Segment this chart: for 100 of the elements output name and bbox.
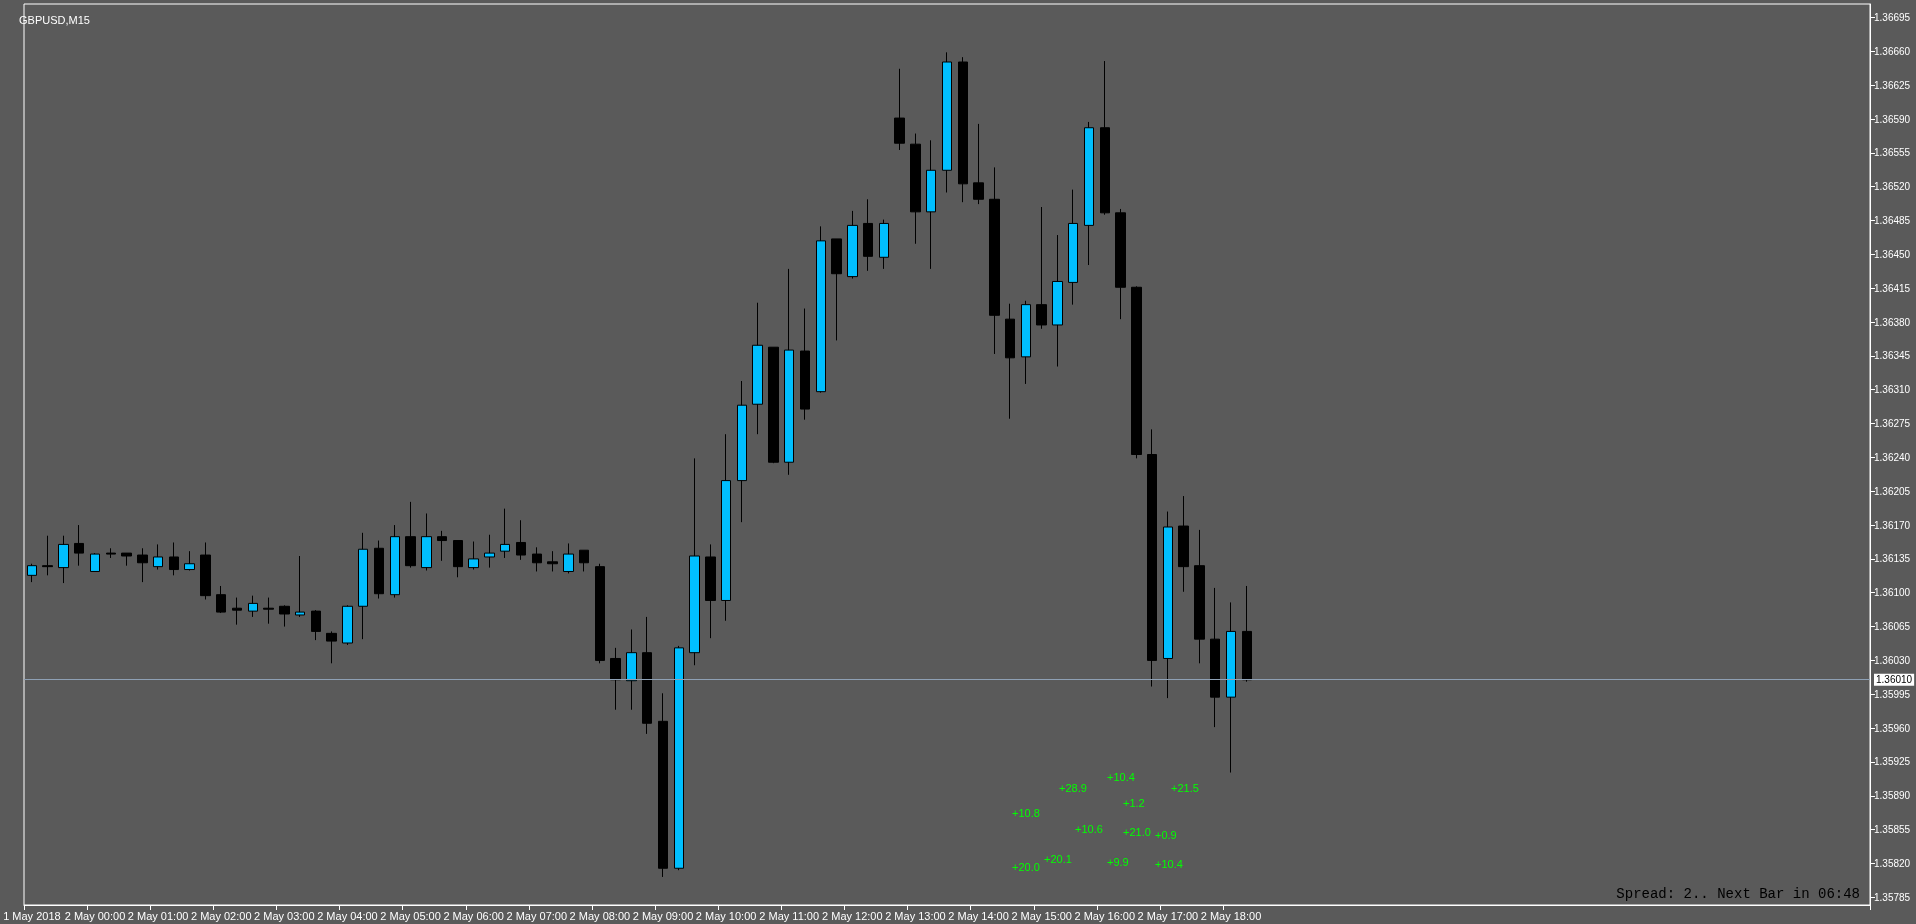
candlestick xyxy=(1178,495,1189,593)
y-tick-label: 1.36555 xyxy=(1874,147,1911,159)
candlestick xyxy=(579,549,589,572)
candlestick xyxy=(1242,585,1252,683)
candlestick xyxy=(642,616,652,735)
candlestick xyxy=(563,542,574,574)
y-tick-label: 1.35890 xyxy=(1874,790,1911,802)
candlestick xyxy=(500,508,510,559)
candlestick xyxy=(279,604,290,628)
candlestick xyxy=(184,550,195,572)
annotation: +10.6 xyxy=(1075,822,1103,835)
x-tick-label: 2 May 13:00 xyxy=(885,909,946,922)
y-tick-label: 1.35820 xyxy=(1874,857,1911,869)
candlestick xyxy=(216,585,226,614)
candlestick xyxy=(1036,206,1047,330)
candlestick xyxy=(595,563,605,664)
candlestick xyxy=(1052,234,1063,368)
candlestick xyxy=(58,535,69,584)
y-tick-label: 1.36485 xyxy=(1874,215,1911,227)
candlestick xyxy=(1147,428,1157,688)
candlestick xyxy=(752,302,763,435)
y-tick-label: 1.35995 xyxy=(1874,688,1911,700)
candlestick xyxy=(248,595,258,618)
candlestick xyxy=(1084,121,1094,266)
x-tick-label: 2 May 06:00 xyxy=(443,909,504,922)
x-tick-label: 2 May 11:00 xyxy=(759,909,820,922)
y-tick-label: 1.36240 xyxy=(1874,451,1911,463)
candlestick xyxy=(705,543,716,639)
candlestick xyxy=(784,268,794,476)
candlestick xyxy=(169,541,179,576)
text: GBPUSD,M15 xyxy=(19,13,90,26)
candlestick xyxy=(42,535,53,576)
x-tick-label: 2 May 10:00 xyxy=(695,909,757,922)
candlestick xyxy=(532,546,542,572)
y-tick-label: 1.36310 xyxy=(1874,384,1911,396)
candlestick xyxy=(374,540,384,600)
y-tick-label: 1.36660 xyxy=(1874,45,1911,57)
candlestick xyxy=(311,609,321,641)
y-tick-label: 1.36695 xyxy=(1874,12,1911,24)
y-tick-label: 1.36170 xyxy=(1874,519,1911,531)
candlestick xyxy=(342,604,353,646)
x-tick-label: 2 May 08:00 xyxy=(569,909,631,922)
candlestick xyxy=(516,519,526,561)
y-tick-label: 1.36415 xyxy=(1874,282,1911,294)
annotation: +20.0 xyxy=(1012,860,1040,873)
candlestick xyxy=(200,541,211,601)
candlestick xyxy=(74,524,84,567)
candlestick xyxy=(1194,529,1205,664)
x-tick-label: 2 May 15:00 xyxy=(1011,909,1072,922)
x-tick-label: 2 May 14:00 xyxy=(948,909,1009,922)
ref-line-label: 1.36010 xyxy=(1876,674,1913,686)
x-tick-label: 2 May 05:00 xyxy=(380,909,441,922)
candlestick xyxy=(1068,189,1078,306)
annotation: +9.9 xyxy=(1107,855,1129,868)
candlestick xyxy=(295,555,305,618)
candlestick xyxy=(800,308,810,421)
candlestick xyxy=(1210,587,1220,728)
x-tick-label: 2 May 07:00 xyxy=(506,909,568,922)
candlestick xyxy=(1115,208,1126,320)
candlestick xyxy=(626,628,637,711)
annotation: +28.9 xyxy=(1059,781,1087,794)
candlestick xyxy=(1005,303,1015,420)
candlestick xyxy=(1226,601,1236,774)
candlestick xyxy=(989,166,1000,355)
y-tick-label: 1.36345 xyxy=(1874,350,1911,362)
y-tick-label: 1.36625 xyxy=(1874,79,1911,91)
candlestick xyxy=(153,543,163,571)
y-tick-label: 1.36450 xyxy=(1874,248,1911,260)
x-tick-label: 2 May 00:00 xyxy=(64,909,126,922)
annotation: +10.8 xyxy=(1012,806,1040,819)
candlestick xyxy=(894,68,905,151)
y-tick-label: 1.36520 xyxy=(1874,181,1911,193)
candlestick xyxy=(831,238,842,341)
x-tick-label: 2 May 12:00 xyxy=(822,909,883,922)
candlestick xyxy=(1100,60,1110,216)
x-tick-label: 2 May 01:00 xyxy=(127,909,189,922)
candlestick xyxy=(721,433,731,622)
y-tick-label: 1.36065 xyxy=(1874,621,1911,633)
candlestick xyxy=(437,530,447,562)
x-tick-label: 2 May 02:00 xyxy=(190,909,252,922)
x-tick-label: 2 May 17:00 xyxy=(1137,909,1199,922)
candlestick xyxy=(674,645,684,871)
candlestick xyxy=(1021,300,1031,385)
candlestick xyxy=(484,534,495,569)
candlestick xyxy=(942,51,952,194)
candlestick xyxy=(973,123,984,205)
y-tick-label: 1.36590 xyxy=(1874,113,1911,125)
candlestick xyxy=(453,540,463,578)
candlestick xyxy=(137,547,148,583)
candlestick xyxy=(232,597,242,626)
y-tick-label: 1.36275 xyxy=(1874,418,1911,430)
y-tick-label: 1.35785 xyxy=(1874,891,1911,903)
candlestick xyxy=(689,457,700,666)
candlestick xyxy=(547,550,558,572)
x-tick-label: 2 May 03:00 xyxy=(254,909,315,922)
y-tick-label: 1.36100 xyxy=(1874,587,1911,599)
annotation: +21.0 xyxy=(1123,825,1151,838)
candlestick xyxy=(658,692,668,878)
annotation: +20.1 xyxy=(1044,852,1072,865)
x-tick-label: 2 May 18:00 xyxy=(1200,909,1262,922)
